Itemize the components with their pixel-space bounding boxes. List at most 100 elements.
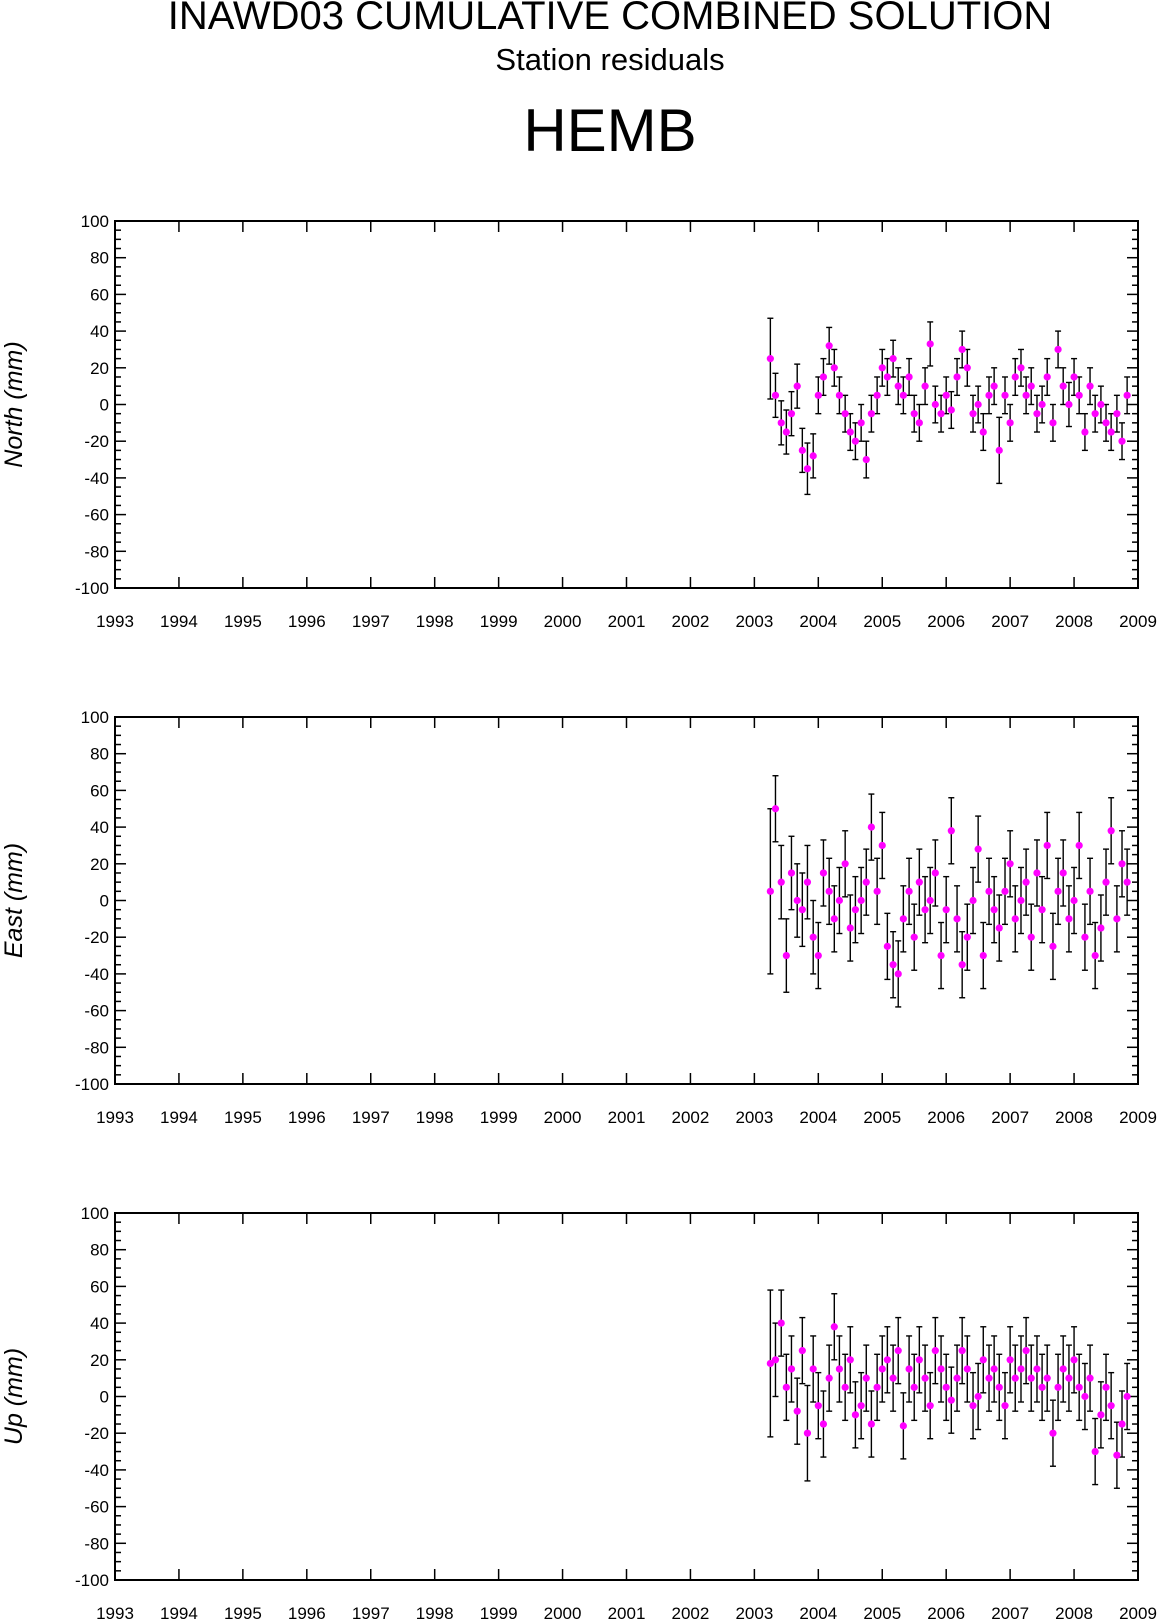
data-point bbox=[793, 896, 801, 905]
data-point bbox=[771, 805, 780, 813]
data-point bbox=[814, 391, 822, 399]
data-point bbox=[809, 1365, 817, 1373]
x-tick-label: 2009 bbox=[1119, 1108, 1157, 1127]
data-point bbox=[985, 391, 993, 399]
data-point bbox=[1043, 373, 1051, 381]
x-tick-label: 2006 bbox=[927, 1108, 965, 1127]
x-tick-label: 1993 bbox=[96, 1108, 134, 1127]
y-tick-label: 80 bbox=[90, 1241, 109, 1260]
data-point bbox=[1033, 869, 1041, 877]
y-tick-label: 40 bbox=[90, 322, 109, 341]
data-point bbox=[1027, 933, 1035, 941]
data-point bbox=[825, 887, 833, 895]
data-point bbox=[857, 896, 865, 905]
data-point bbox=[1107, 428, 1115, 436]
y-tick-label: -40 bbox=[84, 1461, 109, 1480]
data-point bbox=[937, 410, 945, 418]
x-tick-label: 1994 bbox=[160, 612, 198, 631]
data-point bbox=[835, 1365, 844, 1373]
data-point bbox=[894, 970, 902, 978]
x-tick-label: 2008 bbox=[1055, 1108, 1093, 1127]
data-point bbox=[1075, 1383, 1083, 1391]
x-tick-label: 2007 bbox=[991, 612, 1029, 631]
data-point bbox=[1027, 1374, 1035, 1382]
data-point bbox=[1091, 1447, 1099, 1456]
data-point bbox=[1054, 345, 1062, 354]
data-point bbox=[958, 345, 966, 354]
x-tick-label: 1995 bbox=[224, 1604, 262, 1621]
data-point bbox=[1017, 1365, 1025, 1373]
data-point bbox=[1001, 1402, 1009, 1410]
y-tick-label: -100 bbox=[75, 579, 109, 598]
x-tick-label: 1999 bbox=[480, 612, 518, 631]
data-point bbox=[798, 1347, 806, 1355]
data-point bbox=[851, 1411, 859, 1419]
data-point bbox=[819, 373, 828, 381]
data-point bbox=[931, 400, 939, 409]
data-point bbox=[1006, 1356, 1014, 1364]
data-point bbox=[787, 869, 796, 877]
data-point bbox=[1102, 878, 1110, 886]
data-point bbox=[793, 1407, 801, 1415]
data-point bbox=[1091, 410, 1099, 418]
x-tick-label: 2002 bbox=[672, 1604, 710, 1621]
y-tick-label: 20 bbox=[90, 855, 109, 874]
data-point bbox=[1059, 869, 1067, 877]
data-point bbox=[862, 1374, 870, 1382]
y-tick-label: -60 bbox=[84, 1498, 109, 1517]
x-tick-label: 1994 bbox=[160, 1604, 198, 1621]
x-tick-label: 1997 bbox=[352, 1108, 390, 1127]
data-point bbox=[814, 1402, 822, 1410]
data-point bbox=[942, 391, 950, 399]
data-point bbox=[1049, 1429, 1057, 1437]
data-point bbox=[1011, 373, 1019, 381]
data-point bbox=[1033, 410, 1041, 418]
x-tick-label: 1996 bbox=[288, 612, 326, 631]
data-point bbox=[1123, 878, 1131, 886]
data-point bbox=[846, 1356, 854, 1364]
data-point bbox=[1081, 428, 1089, 436]
data-point bbox=[883, 373, 891, 381]
data-point bbox=[1123, 391, 1131, 399]
data-point bbox=[1011, 1374, 1019, 1382]
y-tick-label: 100 bbox=[81, 708, 109, 727]
x-tick-label: 2005 bbox=[863, 1604, 901, 1621]
data-point bbox=[889, 1374, 897, 1382]
x-tick-label: 1996 bbox=[288, 1108, 326, 1127]
data-point bbox=[979, 428, 987, 436]
data-point bbox=[937, 1365, 945, 1373]
data-point bbox=[894, 1347, 902, 1355]
data-point bbox=[867, 823, 875, 831]
y-tick-label: -40 bbox=[84, 965, 109, 984]
data-point bbox=[899, 1422, 907, 1430]
data-point bbox=[862, 878, 870, 886]
data-point bbox=[873, 887, 881, 895]
x-tick-label: 1994 bbox=[160, 1108, 198, 1127]
x-tick-label: 2004 bbox=[799, 1108, 837, 1127]
data-point bbox=[878, 364, 886, 372]
data-point bbox=[963, 1365, 971, 1373]
x-tick-label: 2002 bbox=[672, 612, 710, 631]
data-point bbox=[995, 446, 1003, 454]
x-tick-label: 1996 bbox=[288, 1604, 326, 1621]
data-point bbox=[857, 419, 865, 427]
y-tick-label: 100 bbox=[81, 212, 109, 231]
data-point bbox=[841, 410, 849, 418]
data-point bbox=[1118, 1420, 1126, 1428]
data-point bbox=[905, 887, 913, 895]
x-tick-label: 2000 bbox=[544, 1604, 582, 1621]
data-point bbox=[798, 446, 806, 454]
data-point bbox=[947, 827, 955, 835]
y-tick-label: -40 bbox=[84, 469, 109, 488]
data-point bbox=[1070, 1356, 1078, 1364]
data-point bbox=[777, 1319, 785, 1327]
data-point bbox=[835, 391, 844, 399]
data-point bbox=[974, 400, 982, 409]
plot-frame bbox=[114, 220, 1139, 589]
data-point bbox=[814, 951, 822, 960]
y-tick-label: -80 bbox=[84, 1534, 109, 1553]
east-panel: -100 -80 -60 -40 -20 0 20 40 60 80 100 1993 1994 1995… bbox=[0, 708, 1157, 1127]
data-point bbox=[1086, 887, 1094, 895]
data-point bbox=[974, 845, 982, 853]
data-point bbox=[1118, 860, 1126, 868]
